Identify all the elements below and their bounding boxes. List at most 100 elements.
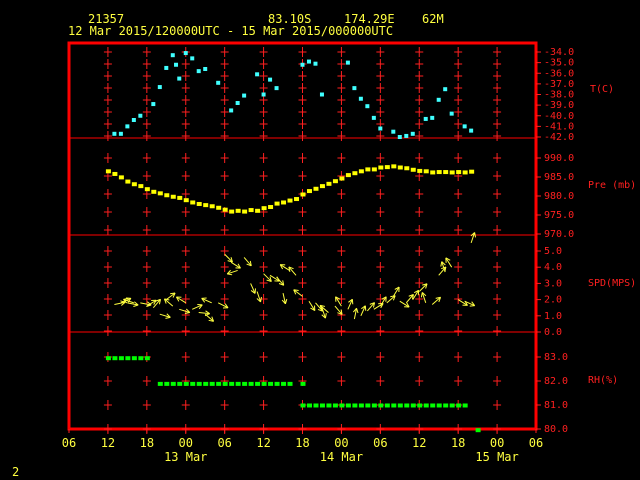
y-tick-label: -36.0 [544, 68, 574, 79]
y-tick-label: -39.0 [544, 100, 574, 111]
rh-point [268, 381, 274, 386]
y-tick-label: 81.0 [544, 400, 568, 411]
station-elevation: 62M [422, 12, 444, 26]
temp-point [190, 56, 195, 61]
x-tick-label: 18 [295, 436, 309, 450]
x-tick-label: 00 [179, 436, 193, 450]
wind-arrow [250, 283, 256, 294]
x-axis: 06 12 18 00 06 12 18 00 06 12 18 00 06 13 Mar 14 Mar 15… [62, 429, 543, 464]
wind-arrow [256, 291, 262, 303]
pressure-point [222, 207, 228, 212]
y-axis-label-humidity: RH(%) [588, 375, 618, 386]
temp-point [131, 118, 136, 122]
rh-point [332, 403, 338, 408]
temp-point [313, 61, 318, 66]
pressure-point [417, 168, 423, 173]
rh-point [313, 403, 319, 408]
wind-arrow [288, 266, 297, 276]
pressure-point [274, 201, 280, 206]
wind-arrow [123, 297, 135, 304]
temp-point [151, 102, 156, 107]
x-tick-label: 12 [256, 436, 270, 450]
temp-point [430, 115, 435, 120]
pressure-point [196, 201, 202, 206]
pressure-point [436, 170, 442, 175]
y-tick-label: -38.0 [544, 90, 574, 101]
rh-point [378, 403, 384, 408]
temp-point [404, 133, 409, 138]
wind-arrow [457, 299, 468, 306]
temp-point [242, 93, 247, 98]
temp-point [391, 129, 396, 134]
temp-point [112, 131, 117, 136]
wind-arrow [386, 295, 396, 304]
wind-arrow [224, 253, 233, 263]
rh-point [300, 403, 306, 408]
pressure-point [281, 200, 287, 205]
footer-label: 2 [12, 465, 19, 479]
wind-arrow [226, 269, 238, 276]
y-tick-label: 80.0 [544, 424, 568, 435]
y-tick-label: 1.0 [544, 311, 562, 322]
grid-crosses [103, 47, 502, 434]
x-tick-label: 12 [412, 436, 426, 450]
x-tick-label: 06 [373, 436, 387, 450]
y-tick-label: 980.0 [544, 191, 574, 202]
rh-point [222, 381, 228, 386]
wind-arrow [445, 257, 453, 268]
temp-point [365, 104, 370, 109]
rh-point [144, 356, 150, 361]
x-tick-label: 00 [334, 436, 348, 450]
temp-point [235, 101, 240, 105]
wind-arrow [217, 302, 229, 309]
pressure-point [131, 182, 137, 187]
temp-point [157, 85, 162, 90]
temp-point [125, 124, 130, 129]
rh-point [352, 403, 358, 408]
pressure-point [423, 169, 429, 174]
temp-point [436, 97, 441, 102]
wind-arrow [379, 296, 387, 307]
rh-point [391, 403, 397, 408]
temp-point [261, 92, 266, 97]
rh-point [196, 381, 202, 386]
pressure-point [391, 164, 397, 169]
rh-point [410, 403, 416, 408]
x-tick-label: 06 [62, 436, 76, 450]
wind-arrow [165, 292, 176, 301]
rh-point [203, 381, 209, 386]
wind-arrow [418, 283, 428, 292]
y-tick-label: 0.0 [544, 327, 562, 338]
pressure-point [449, 170, 455, 175]
x-date-label: 15 Mar [475, 450, 518, 464]
pressure-point [397, 165, 403, 170]
rh-point [358, 403, 364, 408]
pressure-point [443, 170, 449, 175]
temp-point [174, 62, 179, 67]
rh-point [138, 356, 144, 361]
wind-arrow [276, 276, 285, 286]
rh-point [235, 381, 241, 386]
pressure-point [326, 181, 332, 186]
rh-point [404, 403, 410, 408]
rh-point [209, 381, 215, 386]
pressure-point [235, 208, 241, 213]
pressure-point [300, 192, 306, 197]
x-tick-label: 18 [140, 436, 154, 450]
pressure-point [404, 166, 410, 171]
pressure-point [268, 205, 274, 210]
y-tick-label: 83.0 [544, 352, 568, 363]
pressure-point [339, 176, 345, 181]
wind-arrow [293, 289, 303, 297]
rh-point [125, 356, 131, 361]
rh-point [300, 381, 306, 386]
pressure-point [164, 193, 170, 198]
rh-point [449, 403, 455, 408]
pressure-point [183, 198, 189, 203]
rh-point [281, 381, 287, 386]
pressure-point [157, 191, 163, 196]
x-date-label: 14 Mar [320, 450, 363, 464]
temp-point [138, 113, 143, 118]
wind-arrow [175, 296, 187, 304]
pressure-point [345, 173, 351, 178]
